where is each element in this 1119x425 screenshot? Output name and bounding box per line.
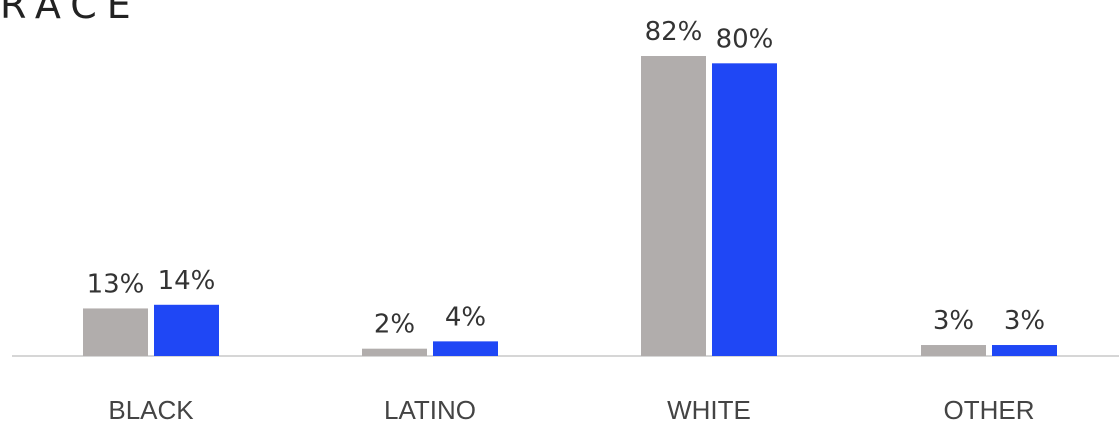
value-label-white-series-1: 82% <box>645 17 703 47</box>
value-label-black-series-1: 13% <box>87 269 145 299</box>
bar-other-series-1 <box>921 345 986 356</box>
category-label-white: WHITE <box>667 395 751 425</box>
bar-black-series-2 <box>154 304 219 356</box>
bar-other-series-2 <box>992 345 1057 356</box>
bar-black-series-1 <box>83 308 148 356</box>
bar-white-series-1 <box>641 56 706 356</box>
value-label-white-series-2: 80% <box>716 24 774 54</box>
category-label-black: BLACK <box>108 395 194 425</box>
bar-latino-series-1 <box>362 348 427 356</box>
bar-white-series-2 <box>712 63 777 356</box>
value-label-other-series-2: 3% <box>1004 306 1045 336</box>
category-label-other: OTHER <box>944 395 1035 425</box>
chart-title: RACE <box>0 0 141 27</box>
value-label-latino-series-1: 2% <box>374 310 415 340</box>
value-label-other-series-1: 3% <box>933 306 974 336</box>
value-label-latino-series-2: 4% <box>445 302 486 332</box>
value-label-black-series-2: 14% <box>158 266 216 296</box>
category-label-latino: LATINO <box>384 395 476 425</box>
bar-latino-series-2 <box>433 341 498 356</box>
